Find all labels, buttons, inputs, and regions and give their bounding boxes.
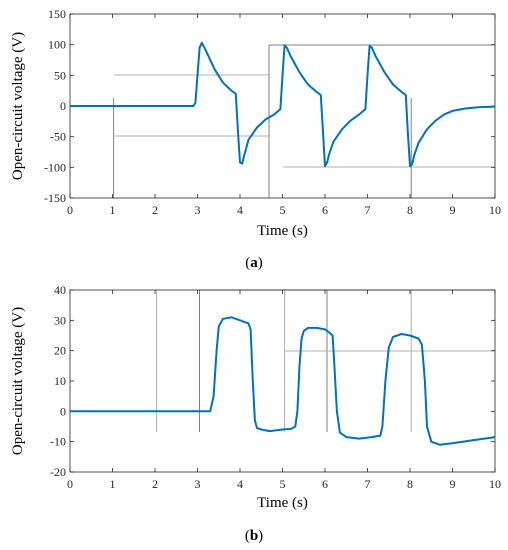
reference-lines-a bbox=[113, 44, 495, 198]
x-tick-label: 7 bbox=[365, 203, 371, 217]
x-tick-label: 6 bbox=[322, 477, 328, 491]
x-tick-label: 1 bbox=[110, 477, 116, 491]
y-tick-label: 10 bbox=[54, 374, 66, 388]
y-axis-label-b: Open-circuit voltage (V) bbox=[10, 307, 26, 455]
chart-panel-b: 0 1 2 3 4 5 6 7 8 9 10 -20 -10 0 10 20 30 40 Time (s) Op… bbox=[10, 283, 501, 544]
chart-panel-a: 0 1 2 3 4 5 6 7 8 9 10 -150 -100 -50 0 50 100 150 Time (… bbox=[10, 7, 501, 271]
y-tick-label: -100 bbox=[44, 160, 66, 174]
y-tick-label: -50 bbox=[50, 130, 66, 144]
x-tick-label: 4 bbox=[237, 477, 243, 491]
y-tick-label: -10 bbox=[50, 435, 66, 449]
x-tick-label: 5 bbox=[280, 477, 286, 491]
x-axis-label-b: Time (s) bbox=[257, 495, 308, 511]
x-tick-label: 8 bbox=[407, 477, 413, 491]
plot-frame-b bbox=[69, 289, 496, 473]
y-tick-label: 40 bbox=[54, 283, 66, 297]
x-tick-label: 3 bbox=[195, 203, 201, 217]
x-tick-label: 0 bbox=[67, 203, 73, 217]
x-axis-b: 0 1 2 3 4 5 6 7 8 9 10 bbox=[67, 290, 501, 491]
panel-caption-a: (a) bbox=[245, 255, 263, 271]
x-tick-label: 9 bbox=[450, 477, 456, 491]
x-tick-label: 6 bbox=[322, 203, 328, 217]
x-tick-label: 2 bbox=[152, 203, 158, 217]
y-tick-label: 20 bbox=[54, 344, 66, 358]
y-tick-label: -20 bbox=[50, 465, 66, 479]
y-tick-label: 50 bbox=[54, 68, 66, 82]
series-line-b bbox=[70, 316, 496, 446]
x-tick-label: 10 bbox=[489, 203, 501, 217]
y-tick-label: 0 bbox=[60, 404, 66, 418]
x-tick-label: 1 bbox=[110, 203, 116, 217]
y-tick-label: 30 bbox=[54, 313, 66, 327]
y-tick-label: 150 bbox=[48, 7, 66, 21]
y-tick-label: 0 bbox=[60, 99, 66, 113]
y-tick-label: 100 bbox=[48, 38, 66, 52]
y-tick-label: -150 bbox=[44, 191, 66, 205]
panel-label-a: a bbox=[250, 255, 258, 271]
x-tick-label: 10 bbox=[489, 477, 501, 491]
x-tick-label: 8 bbox=[407, 203, 413, 217]
x-tick-label: 2 bbox=[152, 477, 158, 491]
x-tick-label: 4 bbox=[237, 203, 243, 217]
x-tick-label: 0 bbox=[67, 477, 73, 491]
x-tick-label: 5 bbox=[280, 203, 286, 217]
y-axis-label-a: Open-circuit voltage (V) bbox=[10, 32, 26, 180]
x-tick-label: 7 bbox=[365, 477, 371, 491]
x-tick-label: 9 bbox=[450, 203, 456, 217]
y-axis-b: -20 -10 0 10 20 30 40 bbox=[50, 283, 495, 479]
panel-label-b: b bbox=[250, 528, 258, 544]
x-axis-a: 0 1 2 3 4 5 6 7 8 9 10 bbox=[67, 14, 501, 217]
panel-caption-b: (b) bbox=[245, 528, 263, 544]
y-axis-a: -150 -100 -50 0 50 100 150 bbox=[44, 7, 495, 205]
x-tick-label: 3 bbox=[195, 477, 201, 491]
series-line-a bbox=[70, 41, 496, 168]
x-axis-label-a: Time (s) bbox=[257, 223, 308, 239]
